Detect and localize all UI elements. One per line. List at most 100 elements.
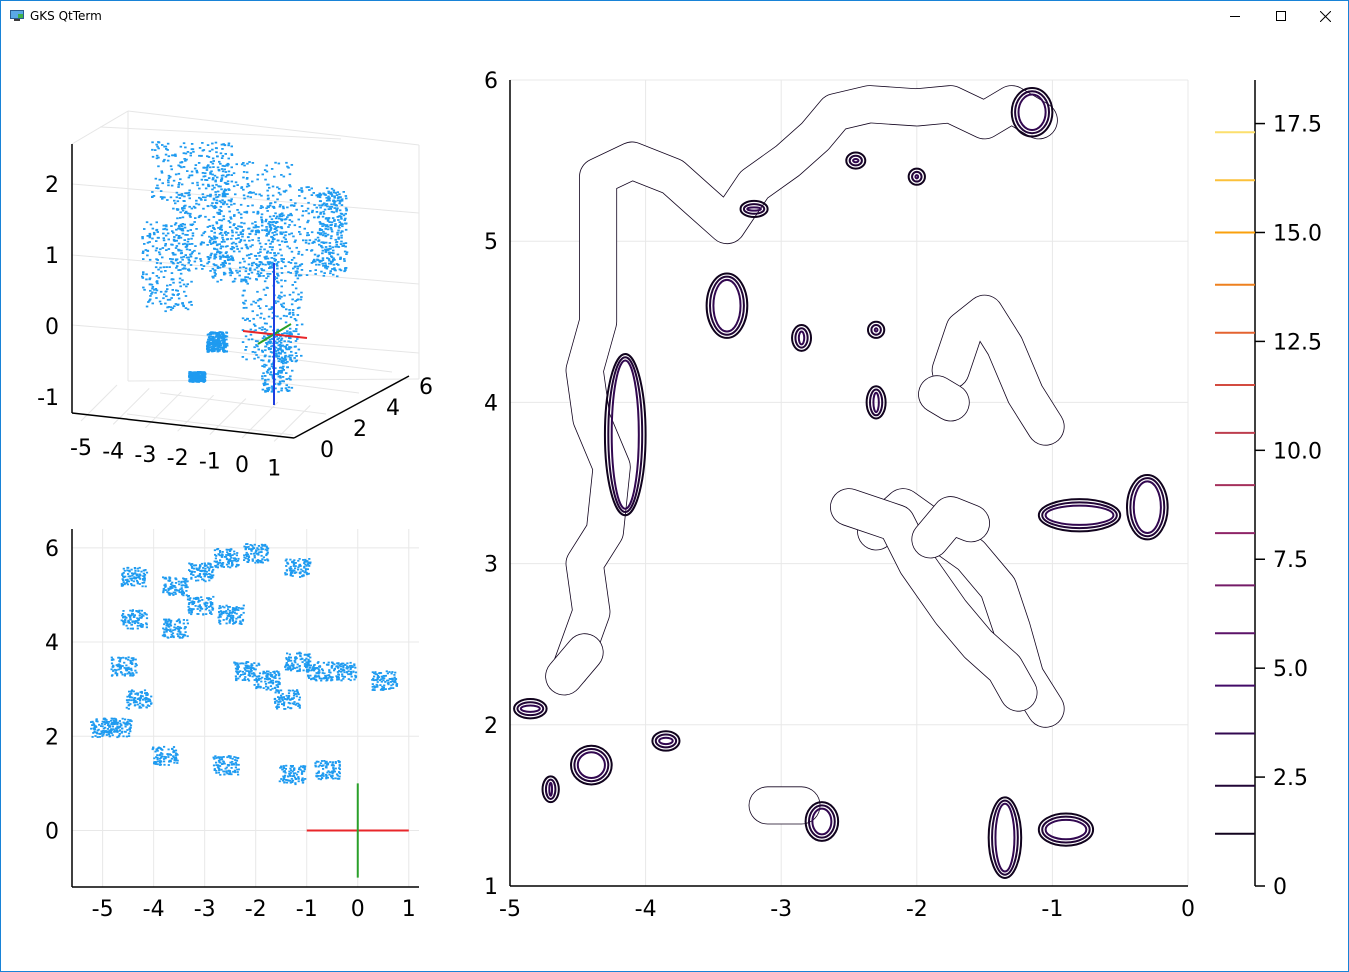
point bbox=[116, 731, 119, 733]
point bbox=[134, 665, 137, 668]
point bbox=[313, 663, 316, 666]
point bbox=[279, 376, 282, 379]
point bbox=[141, 237, 144, 240]
point bbox=[345, 197, 348, 200]
point bbox=[295, 246, 298, 249]
point bbox=[192, 381, 195, 383]
point bbox=[288, 337, 291, 339]
point bbox=[270, 345, 273, 348]
point bbox=[219, 185, 222, 188]
point bbox=[247, 555, 250, 558]
point bbox=[145, 692, 148, 694]
x-tick-label: 0 bbox=[351, 897, 365, 922]
point bbox=[247, 263, 251, 266]
close-button[interactable] bbox=[1302, 1, 1348, 31]
point bbox=[279, 231, 282, 234]
point bbox=[340, 240, 343, 243]
point bbox=[143, 577, 146, 580]
point bbox=[337, 196, 340, 198]
point bbox=[241, 673, 245, 676]
point bbox=[278, 340, 281, 343]
point bbox=[172, 751, 175, 754]
point bbox=[145, 305, 149, 308]
point bbox=[119, 667, 122, 670]
point bbox=[223, 144, 226, 146]
point bbox=[277, 347, 280, 350]
point bbox=[170, 633, 173, 636]
point bbox=[322, 242, 326, 244]
title-bar[interactable]: GKS QtTerm bbox=[1, 1, 1348, 31]
point bbox=[211, 224, 215, 227]
point bbox=[151, 227, 155, 230]
point bbox=[279, 369, 282, 372]
point bbox=[328, 221, 331, 223]
point bbox=[171, 252, 175, 254]
point bbox=[95, 731, 98, 734]
point bbox=[284, 189, 288, 192]
maximize-button[interactable] bbox=[1258, 1, 1304, 31]
point bbox=[266, 383, 269, 386]
point bbox=[226, 180, 230, 183]
point bbox=[320, 679, 323, 682]
point bbox=[220, 758, 224, 761]
point bbox=[300, 263, 304, 265]
point bbox=[268, 262, 272, 265]
point bbox=[267, 670, 270, 673]
point bbox=[341, 673, 344, 676]
point bbox=[183, 207, 186, 210]
point bbox=[237, 773, 240, 776]
point bbox=[162, 297, 165, 300]
point bbox=[175, 588, 178, 591]
point bbox=[383, 684, 386, 687]
point bbox=[264, 543, 267, 546]
point bbox=[184, 631, 187, 633]
point bbox=[229, 554, 232, 557]
point bbox=[274, 302, 277, 304]
point bbox=[300, 296, 303, 298]
point bbox=[278, 244, 281, 246]
point bbox=[321, 668, 324, 671]
point bbox=[184, 626, 187, 629]
point bbox=[126, 627, 129, 630]
point bbox=[249, 668, 253, 671]
point bbox=[266, 559, 270, 562]
point bbox=[221, 563, 224, 566]
point bbox=[323, 202, 326, 205]
point bbox=[176, 304, 179, 306]
point bbox=[371, 679, 374, 681]
point bbox=[171, 307, 175, 309]
point bbox=[129, 730, 132, 733]
point bbox=[134, 700, 137, 702]
point bbox=[340, 199, 344, 202]
point bbox=[158, 178, 161, 181]
point bbox=[166, 622, 169, 625]
point bbox=[169, 624, 173, 627]
point bbox=[189, 563, 192, 566]
point bbox=[317, 254, 320, 257]
point bbox=[317, 194, 320, 197]
point bbox=[214, 193, 218, 196]
point bbox=[240, 247, 244, 250]
point bbox=[163, 584, 166, 587]
point bbox=[288, 311, 292, 314]
point bbox=[298, 665, 301, 667]
point bbox=[216, 347, 220, 350]
point bbox=[163, 763, 166, 766]
point bbox=[182, 591, 185, 594]
point bbox=[202, 567, 205, 569]
point bbox=[288, 347, 291, 350]
point bbox=[269, 229, 272, 231]
point bbox=[327, 258, 331, 260]
point bbox=[188, 607, 191, 610]
point bbox=[173, 623, 177, 626]
point bbox=[267, 231, 270, 234]
point bbox=[313, 204, 316, 206]
point bbox=[169, 587, 172, 590]
point bbox=[265, 226, 268, 228]
point bbox=[186, 234, 189, 236]
point bbox=[343, 671, 346, 674]
point bbox=[129, 673, 132, 676]
point bbox=[264, 383, 267, 386]
axes-2d bbox=[71, 529, 419, 888]
minimize-button[interactable] bbox=[1212, 1, 1258, 31]
